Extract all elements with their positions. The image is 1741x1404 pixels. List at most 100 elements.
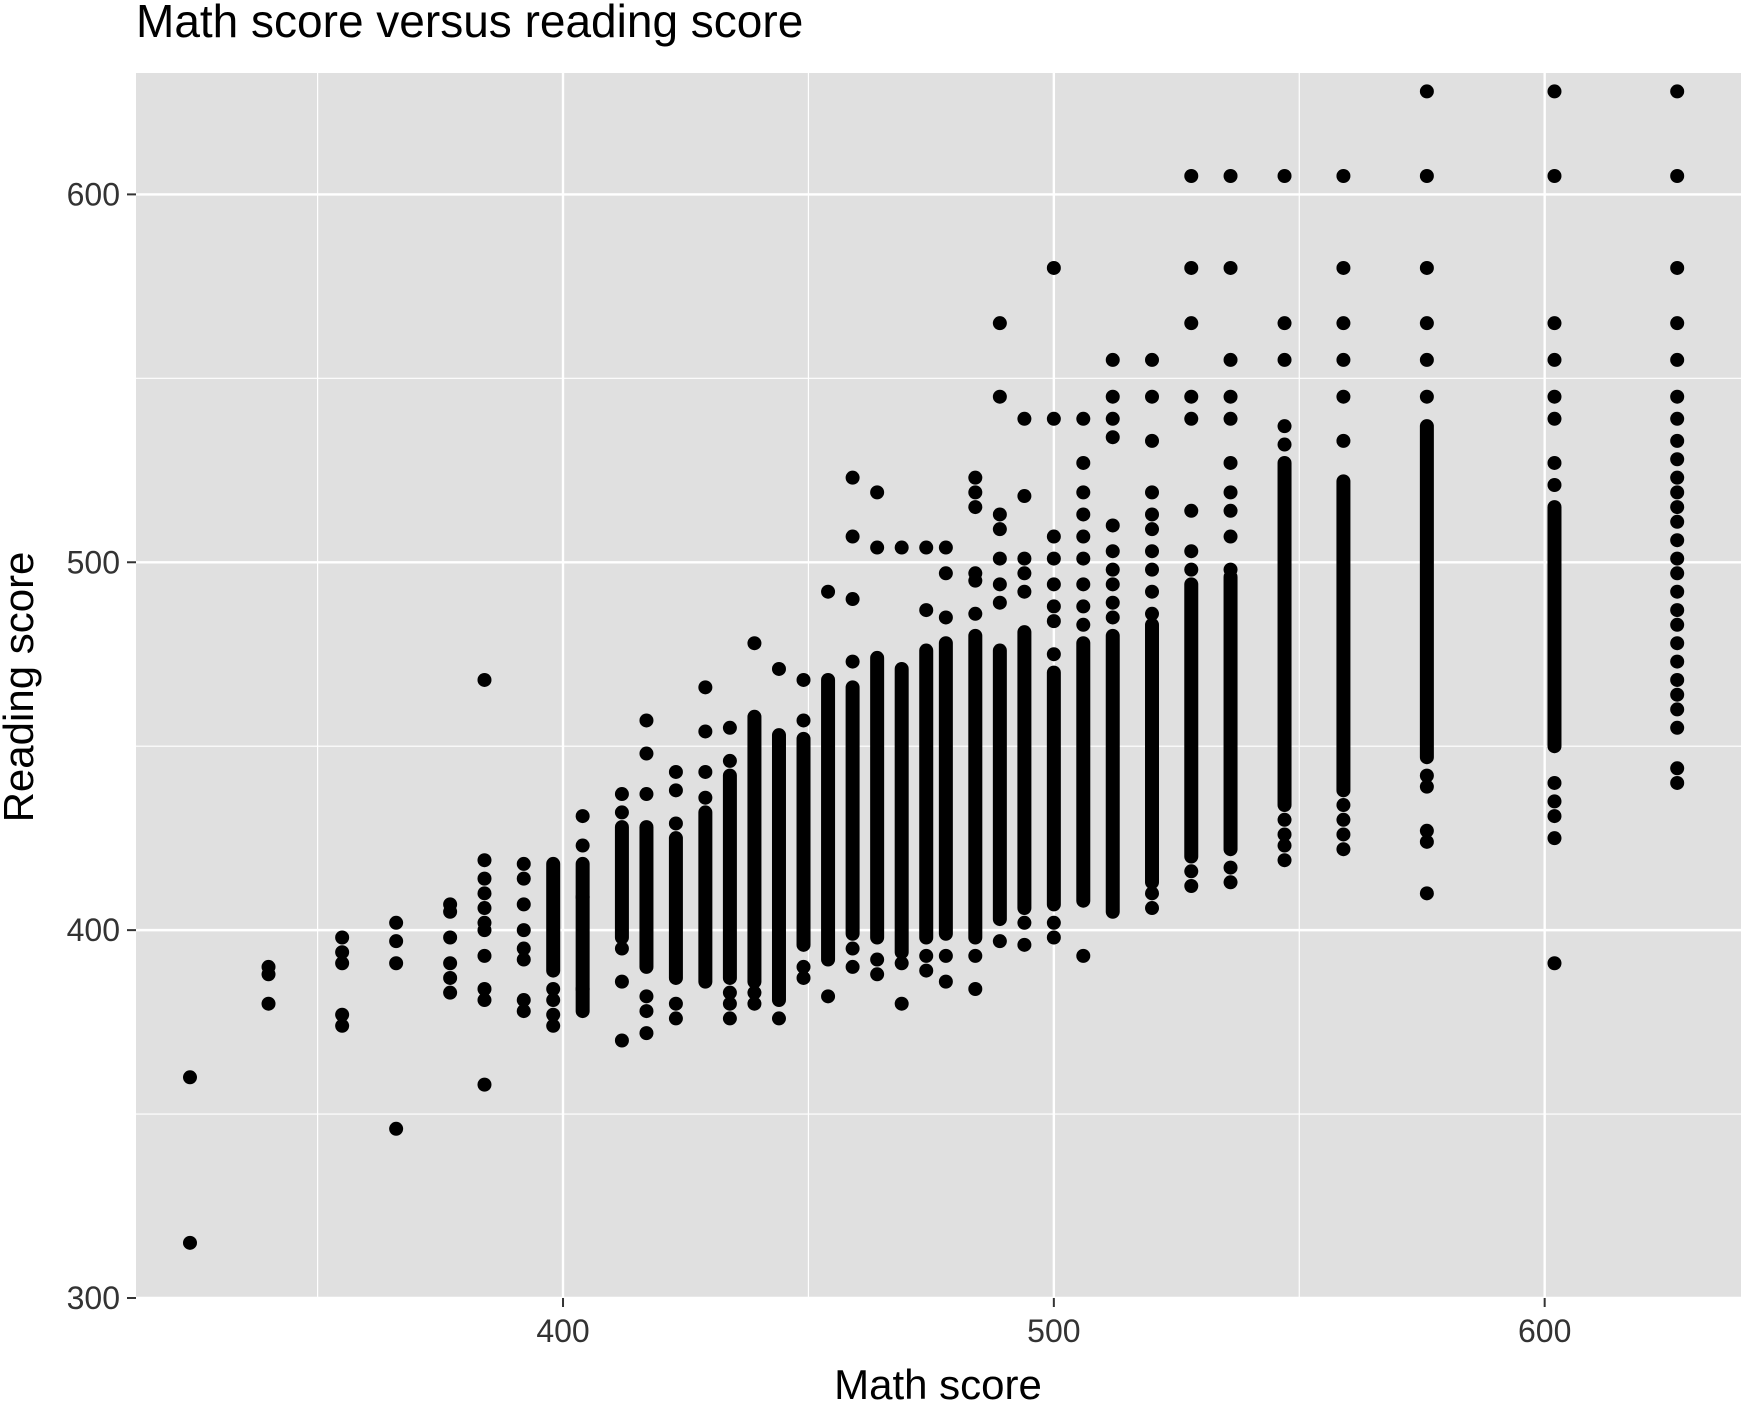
data-point bbox=[1145, 507, 1160, 522]
data-point bbox=[668, 764, 683, 779]
data-point bbox=[1670, 84, 1685, 99]
data-point bbox=[992, 577, 1007, 592]
data-point bbox=[1076, 577, 1091, 592]
data-point bbox=[870, 485, 885, 500]
data-point bbox=[1670, 687, 1685, 702]
data-point bbox=[938, 974, 953, 989]
data-point bbox=[477, 871, 492, 886]
data-point bbox=[1017, 566, 1032, 581]
data-point bbox=[389, 915, 404, 930]
data-point bbox=[182, 1070, 197, 1085]
data-point bbox=[614, 787, 629, 802]
data-point bbox=[1336, 842, 1351, 857]
y-axis-title: Reading score bbox=[0, 552, 42, 823]
data-point bbox=[1145, 606, 1160, 621]
data-point bbox=[771, 661, 786, 676]
data-point bbox=[1277, 853, 1292, 868]
data-point bbox=[1223, 389, 1238, 404]
data-point bbox=[938, 610, 953, 625]
data-point bbox=[1670, 485, 1685, 500]
data-point bbox=[1336, 316, 1351, 331]
data-point bbox=[870, 540, 885, 555]
data-point bbox=[894, 540, 909, 555]
data-point bbox=[992, 934, 1007, 949]
data-point bbox=[1076, 529, 1091, 544]
data-point bbox=[477, 915, 492, 930]
data-point bbox=[1105, 430, 1120, 445]
data-point bbox=[1670, 500, 1685, 515]
data-point bbox=[1184, 864, 1199, 879]
data-point bbox=[614, 805, 629, 820]
data-point bbox=[1670, 654, 1685, 669]
data-point bbox=[698, 680, 713, 695]
data-point bbox=[845, 941, 860, 956]
y-tick-label: 500 bbox=[67, 544, 120, 580]
data-point bbox=[1076, 455, 1091, 470]
data-point bbox=[639, 989, 654, 1004]
data-point bbox=[1547, 352, 1562, 367]
data-point bbox=[919, 603, 934, 618]
data-point bbox=[1145, 562, 1160, 577]
x-tick-label: 600 bbox=[1518, 1313, 1571, 1349]
data-point bbox=[477, 993, 492, 1008]
y-axis: 300 400 500 600 bbox=[67, 176, 136, 1316]
data-point bbox=[722, 985, 737, 1000]
data-point bbox=[1184, 169, 1199, 184]
data-point bbox=[1547, 478, 1562, 493]
data-point bbox=[575, 838, 590, 853]
data-point bbox=[1145, 433, 1160, 448]
data-point bbox=[722, 753, 737, 768]
data-point bbox=[639, 787, 654, 802]
x-axis: 400 500 600 bbox=[536, 1298, 1571, 1349]
data-point bbox=[1105, 518, 1120, 533]
data-points bbox=[182, 84, 1685, 1250]
data-point bbox=[443, 956, 458, 971]
data-point bbox=[1105, 562, 1120, 577]
data-point bbox=[722, 720, 737, 735]
data-point bbox=[1223, 860, 1238, 875]
data-point bbox=[1046, 577, 1061, 592]
data-point bbox=[1046, 260, 1061, 275]
data-point bbox=[1419, 886, 1434, 901]
data-point bbox=[443, 970, 458, 985]
data-point bbox=[968, 485, 983, 500]
data-point bbox=[968, 566, 983, 581]
data-point bbox=[1046, 930, 1061, 945]
data-point bbox=[1184, 562, 1199, 577]
data-point bbox=[516, 871, 531, 886]
data-point bbox=[1547, 831, 1562, 846]
data-point bbox=[1184, 389, 1199, 404]
x-tick-label: 500 bbox=[1027, 1313, 1080, 1349]
data-point bbox=[443, 985, 458, 1000]
data-point bbox=[747, 985, 762, 1000]
data-point bbox=[1076, 411, 1091, 426]
data-point bbox=[1076, 551, 1091, 566]
data-point bbox=[1046, 529, 1061, 544]
data-point bbox=[516, 923, 531, 938]
data-point bbox=[1184, 260, 1199, 275]
data-point bbox=[992, 522, 1007, 537]
data-point bbox=[668, 996, 683, 1011]
data-point bbox=[1670, 584, 1685, 599]
data-point bbox=[1105, 610, 1120, 625]
data-point bbox=[1277, 352, 1292, 367]
data-point bbox=[747, 636, 762, 651]
data-point bbox=[1547, 169, 1562, 184]
data-point bbox=[477, 948, 492, 963]
data-point bbox=[546, 1018, 561, 1033]
data-point bbox=[443, 930, 458, 945]
data-point bbox=[477, 886, 492, 901]
data-point bbox=[614, 1033, 629, 1048]
data-point bbox=[575, 981, 590, 996]
data-point bbox=[1277, 169, 1292, 184]
data-point bbox=[1105, 411, 1120, 426]
data-point bbox=[335, 945, 350, 960]
y-tick-label: 300 bbox=[67, 1280, 120, 1316]
data-point bbox=[821, 584, 836, 599]
major-gridlines bbox=[136, 73, 1741, 1300]
data-point bbox=[546, 981, 561, 996]
data-point bbox=[1105, 544, 1120, 559]
data-point bbox=[771, 1011, 786, 1026]
data-point bbox=[1419, 389, 1434, 404]
